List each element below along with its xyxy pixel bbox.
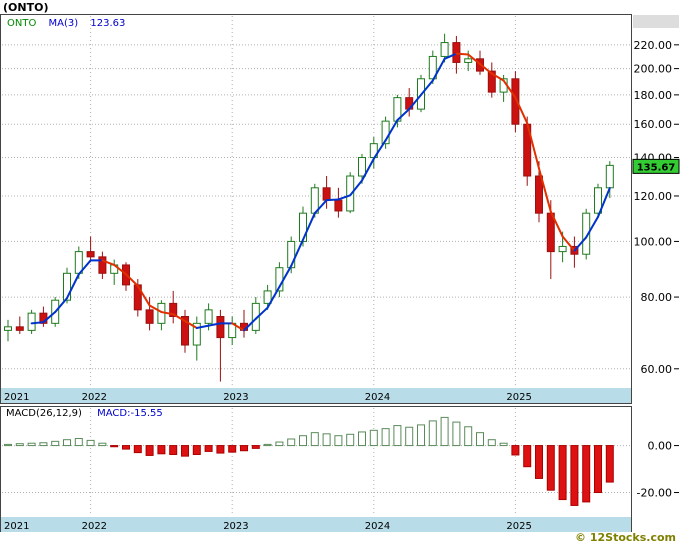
macd-legend-label: MACD(26,12,9) [6,408,82,419]
svg-text:2024: 2024 [365,392,390,403]
svg-text:2024: 2024 [365,521,390,532]
svg-text:-20.00: -20.00 [637,487,672,500]
svg-text:100.00: 100.00 [634,235,673,248]
price-legend: ONTO MA(3) 123.63 [7,18,134,29]
svg-text:2021: 2021 [4,521,29,532]
macd-legend-value: MACD:-15.55 [97,408,163,419]
legend-symbol: ONTO [7,18,37,29]
symbol-title: (ONTO) [3,1,49,14]
legend-ma-value: 123.63 [90,18,126,29]
svg-text:80.00: 80.00 [641,291,673,304]
svg-text:2025: 2025 [506,392,531,403]
svg-text:0.00: 0.00 [648,440,673,453]
svg-text:180.00: 180.00 [634,89,673,102]
legend-ma-label: MA(3) [48,18,79,29]
svg-text:2021: 2021 [4,392,29,403]
macd-legend: MACD(26,12,9) MACD:-15.55 [6,408,175,419]
svg-text:120.00: 120.00 [634,190,673,203]
svg-text:2023: 2023 [223,521,248,532]
svg-text:135.67: 135.67 [637,162,676,173]
svg-text:2022: 2022 [82,392,107,403]
svg-text:160.00: 160.00 [634,118,673,131]
svg-text:2022: 2022 [82,521,107,532]
svg-text:220.00: 220.00 [634,39,673,52]
svg-text:2025: 2025 [506,521,531,532]
svg-text:2023: 2023 [223,392,248,403]
svg-text:60.00: 60.00 [641,363,673,376]
svg-text:200.00: 200.00 [634,63,673,76]
watermark: © 12Stocks.com [575,531,676,544]
